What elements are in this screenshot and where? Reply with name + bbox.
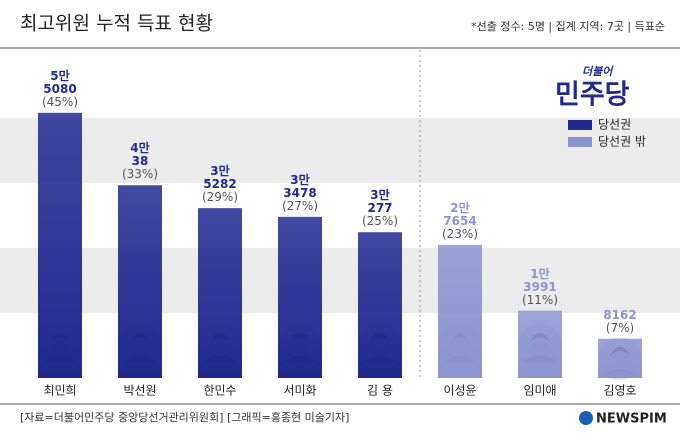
value-label: 2만 7654 (23%) xyxy=(420,200,500,241)
legend-label: 당선권 xyxy=(598,118,631,132)
share-label: (45%) xyxy=(41,94,79,109)
share-label: (7%) xyxy=(605,320,635,335)
share-label: (11%) xyxy=(521,292,559,307)
value-label-text: 3만 3478 xyxy=(283,172,317,200)
value-label-text: 4만 38 xyxy=(130,141,150,169)
band xyxy=(0,248,680,313)
party-logo: 민주당 xyxy=(555,80,630,111)
bar xyxy=(518,310,562,378)
x-tick-label: 임미애 xyxy=(523,384,556,398)
bar xyxy=(278,216,322,378)
value-label-text: 3만 5282 xyxy=(203,164,237,192)
x-tick-label: 김 용 xyxy=(367,384,393,398)
value-label-text: 1만 3991 xyxy=(523,266,557,294)
value-label: 3만 277 (25%) xyxy=(340,189,420,228)
x-tick-label: 이성윤 xyxy=(443,384,476,398)
share-label: (23%) xyxy=(441,226,479,241)
bar xyxy=(358,232,402,378)
chart-title: 최고위원 누적 득표 현황 xyxy=(20,13,213,35)
share-label: (33%) xyxy=(121,167,159,182)
x-tick-label: 박선원 xyxy=(123,384,156,398)
band xyxy=(0,118,680,183)
legend-swatch xyxy=(568,137,592,147)
legend-label: 당선권 밖 xyxy=(598,135,646,149)
brand: NEWSPIM xyxy=(596,412,667,427)
x-tick-label: 한민수 xyxy=(203,384,236,398)
bar xyxy=(438,244,482,378)
party-logo-small: 더불어 xyxy=(582,65,614,78)
note: *선출 정수: 5명 | 집계 지역: 7곳 | 득표순 xyxy=(471,20,665,33)
x-tick-label: 최민희 xyxy=(43,384,76,398)
legend-swatch xyxy=(568,120,592,130)
value-label-text: 2만 7654 xyxy=(443,200,477,228)
bar xyxy=(38,112,82,379)
bar xyxy=(198,208,242,378)
band xyxy=(0,48,680,118)
bar xyxy=(118,185,162,378)
value-label: 5만 5080 (45%) xyxy=(20,68,100,109)
value-label-text: 8162 xyxy=(603,307,637,322)
bar xyxy=(598,338,642,378)
source: [자료=더불어민주당 중앙당선거관리위원회] [그래픽=홍종현 미술기자] xyxy=(20,410,349,424)
x-tick-label: 서미화 xyxy=(283,384,316,398)
value-label: 4만 38 (33%) xyxy=(100,142,180,181)
value-label: 3만 3478 (27%) xyxy=(260,172,340,213)
x-tick-label: 김영호 xyxy=(603,384,636,398)
value-label: 1만 3991 (11%) xyxy=(500,266,580,307)
value-label: 8162 (7%) xyxy=(580,307,660,335)
brand-icon xyxy=(579,411,593,425)
value-label-text: 5만 5080 xyxy=(43,68,77,96)
value-label-text: 3만 277 xyxy=(367,188,393,216)
value-label: 3만 5282 (29%) xyxy=(180,165,260,204)
band xyxy=(0,183,680,248)
share-label: (25%) xyxy=(361,214,399,229)
share-label: (29%) xyxy=(201,190,239,205)
share-label: (27%) xyxy=(281,198,319,213)
